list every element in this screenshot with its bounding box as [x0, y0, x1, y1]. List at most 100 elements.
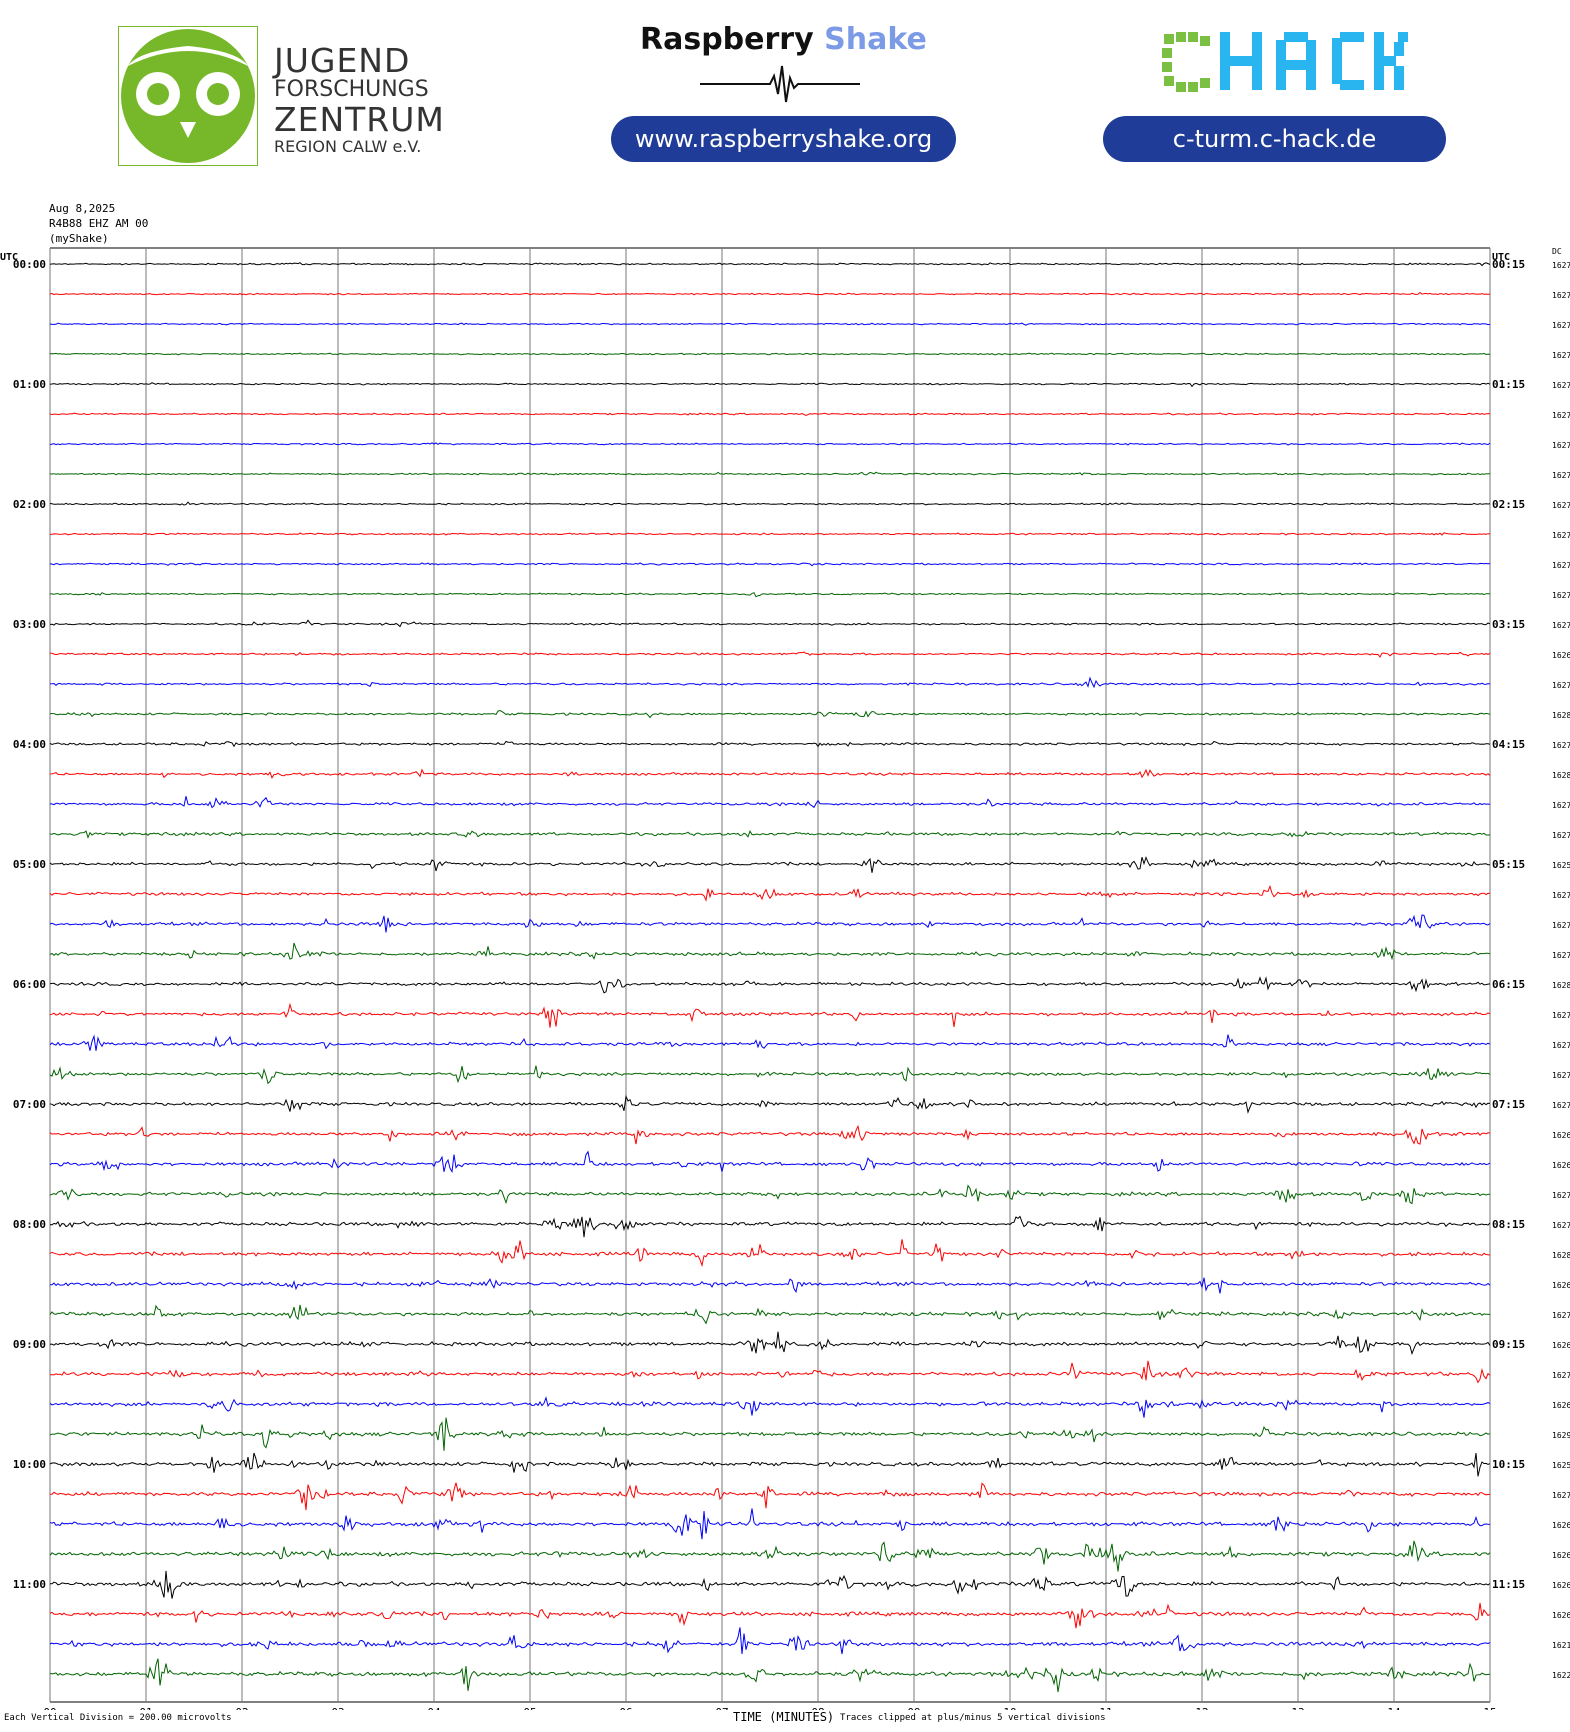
trace-line — [49, 914, 1491, 933]
trace-line — [49, 501, 1491, 506]
trace-line — [50, 592, 1490, 598]
jfz-wordmark: JUGEND FORSCHUNGS ZENTRUM REGION CALW e.… — [274, 44, 445, 155]
trace-line — [50, 651, 1491, 658]
x-tick-label: 10 — [1003, 1706, 1016, 1710]
trace-line — [49, 1124, 1491, 1145]
hour-label-left: 00:00 — [13, 258, 46, 271]
dc-value-label: 16266 — [1552, 1521, 1570, 1530]
hour-label-right: 06:15 — [1492, 978, 1525, 991]
dc-header: DC — [1552, 247, 1562, 256]
dc-value-label: 16252 — [1552, 1461, 1570, 1470]
trace-line — [49, 382, 1491, 388]
trace-line — [49, 532, 1491, 536]
trace-line — [49, 1540, 1491, 1572]
rs-word1: Raspberry — [640, 22, 814, 57]
trace-line — [49, 1150, 1491, 1174]
x-tick-label: 11 — [1099, 1706, 1112, 1710]
dc-value-label: 16273 — [1552, 591, 1570, 600]
dc-value-label: 16268 — [1552, 1131, 1570, 1140]
dc-value-label: 16274 — [1552, 1041, 1570, 1050]
x-tick-label: 05 — [523, 1706, 536, 1710]
dc-value-label: 16266 — [1552, 1281, 1570, 1290]
meta-source: (myShake) — [49, 232, 109, 245]
hour-label-left: 11:00 — [13, 1578, 46, 1591]
dc-value-label: 16218 — [1552, 1641, 1570, 1650]
hour-label-right: 10:15 — [1492, 1458, 1525, 1471]
hour-label-left: 04:00 — [13, 738, 46, 751]
meta-station: R4B88 EHZ AM 00 — [49, 217, 149, 230]
trace-line — [49, 740, 1491, 748]
dc-value-label: 16274 — [1552, 681, 1570, 690]
dc-value-label: 16273 — [1552, 291, 1570, 300]
trace-line — [49, 884, 1491, 902]
trace-line — [49, 676, 1491, 689]
jfz-line2: FORSCHUNGS — [274, 77, 429, 102]
x-tick-label: 03 — [331, 1706, 344, 1710]
dc-value-label: 16268 — [1552, 1581, 1570, 1590]
trace-line — [49, 1065, 1491, 1085]
axis-labels: 00 01 02 03 04 05 06 07 08 09 10 11 12 13 14 15 UTC UTC DC… — [0, 247, 1570, 1710]
utc-right-header: UTC — [1492, 252, 1510, 263]
hour-label-right: 09:15 — [1492, 1338, 1525, 1351]
x-tick-label: 15 — [1483, 1706, 1496, 1710]
hour-label-right: 02:15 — [1492, 498, 1525, 511]
trace-line — [50, 796, 1491, 809]
hour-label-right: 00:15 — [1492, 258, 1525, 271]
dc-value-label: 16279 — [1552, 891, 1570, 900]
raspberry-shake-wordmark: Raspberry Shake — [640, 22, 927, 57]
dc-value-label: 16269 — [1552, 1341, 1570, 1350]
x-tick-label: 02 — [235, 1706, 248, 1710]
x-tick-label: 01 — [139, 1706, 152, 1710]
trace-line — [49, 1396, 1491, 1418]
dc-value-label: 16277 — [1552, 921, 1570, 930]
trace-line — [49, 1508, 1491, 1540]
jfz-line1: JUGEND — [274, 41, 411, 80]
meta-date: Aug 8,2025 — [49, 202, 116, 215]
trace-line — [49, 412, 1491, 416]
owl-logo-icon — [118, 26, 258, 166]
jfz-line3: ZENTRUM — [274, 100, 445, 139]
dc-value-label: 16277 — [1552, 531, 1570, 540]
hour-label-left: 03:00 — [13, 618, 46, 631]
trace-line — [49, 1002, 1491, 1028]
trace-line — [49, 1602, 1491, 1629]
trace-line — [49, 1482, 1491, 1511]
trace-line — [50, 1277, 1491, 1294]
x-tick-label: 04 — [427, 1706, 441, 1710]
trace-line — [50, 1360, 1491, 1384]
header-banner: JUGEND FORSCHUNGS ZENTRUM REGION CALW e.… — [0, 0, 1570, 180]
raspberryshake-url-link[interactable]: www.raspberryshake.org — [611, 116, 956, 162]
dc-value-label: 16266 — [1552, 651, 1570, 660]
trace-line — [49, 856, 1491, 873]
dc-value-label: 16279 — [1552, 831, 1570, 840]
x-axis-title: TIME (MINUTES) — [733, 1710, 835, 1724]
trace-line — [49, 1239, 1491, 1268]
hour-label-left: 07:00 — [13, 1098, 46, 1111]
x-tick-label: 14 — [1387, 1706, 1401, 1710]
dc-value-label: 16278 — [1552, 951, 1570, 960]
hour-label-right: 03:15 — [1492, 618, 1525, 631]
trace-line — [49, 1034, 1491, 1051]
chack-url-link[interactable]: c-turm.c-hack.de — [1103, 116, 1446, 162]
hour-label-right: 11:15 — [1492, 1578, 1525, 1591]
trace-line — [49, 322, 1491, 326]
hour-label-left: 10:00 — [13, 1458, 46, 1471]
dc-value-label: 16273 — [1552, 1311, 1570, 1320]
helicorder-plot: 00 01 02 03 04 05 06 07 08 09 10 11 12 13 14 15 UTC UTC DC… — [0, 247, 1570, 1710]
trace-line — [49, 1627, 1491, 1655]
clip-note: Traces clipped at plus/minus 5 vertical … — [840, 1713, 1106, 1723]
hour-label-left: 08:00 — [13, 1218, 46, 1231]
x-tick-label: 06 — [619, 1706, 632, 1710]
trace-line — [49, 562, 1491, 567]
x-tick-label: 08 — [811, 1706, 824, 1710]
x-tick-label: 00 — [43, 1706, 56, 1710]
x-tick-label: 07 — [715, 1706, 728, 1710]
dc-value-label: 16274 — [1552, 411, 1570, 420]
seismic-traces — [49, 262, 1491, 1693]
dc-value-label: 16283 — [1552, 981, 1570, 990]
hour-label-left: 09:00 — [13, 1338, 46, 1351]
trace-line — [49, 619, 1491, 628]
